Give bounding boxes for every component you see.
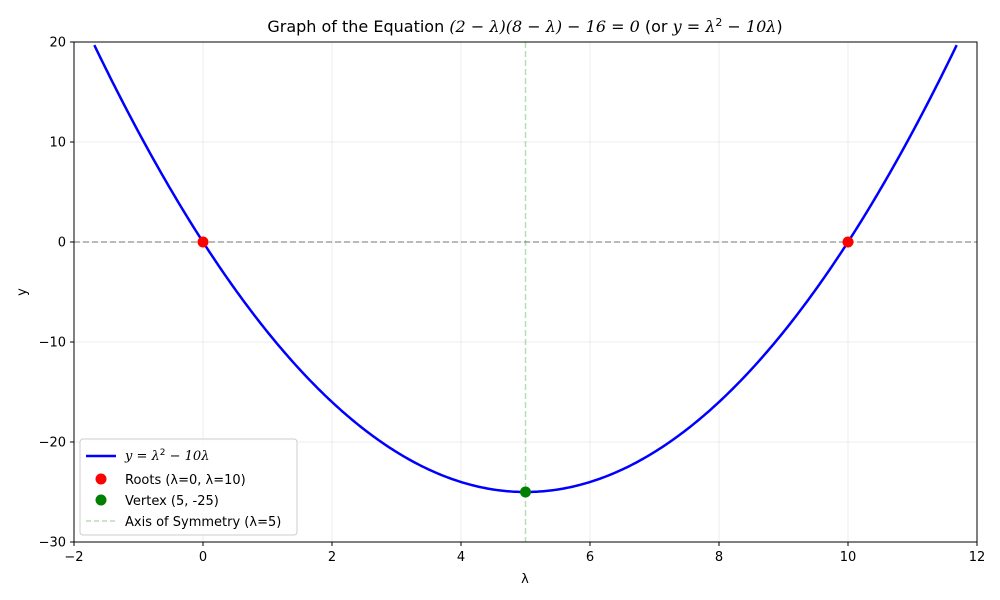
legend-label-vertex: Vertex (5, -25) — [125, 494, 219, 509]
y-tick-label: 10 — [49, 136, 66, 151]
plot-frame — [73, 41, 978, 543]
x-axis-label: λ — [521, 572, 529, 587]
y-axis-label: y — [15, 288, 30, 296]
legend-swatch-vertex — [95, 494, 107, 506]
x-tick-label: −2 — [64, 550, 83, 565]
y-tick-label: −10 — [39, 336, 66, 351]
y-tick-label: 0 — [58, 236, 66, 251]
x-tick-label: 8 — [715, 550, 723, 565]
legend-swatch-roots — [95, 473, 107, 485]
x-tick-label: 10 — [840, 550, 857, 565]
x-tick-label: 2 — [328, 550, 336, 565]
legend-label-curve: y = λ2 − 10λ — [124, 448, 209, 464]
x-tick-label: 12 — [969, 550, 986, 565]
legend-frame — [79, 438, 298, 536]
vertex-point — [520, 486, 531, 498]
legend-label-roots: Roots (λ=0, λ=10) — [125, 473, 246, 488]
x-tick-label: 0 — [199, 550, 207, 565]
y-tick-label: −30 — [39, 536, 66, 551]
root-point — [842, 236, 854, 248]
y-tick-label: 20 — [49, 36, 66, 51]
y-tick-label: −20 — [39, 436, 66, 451]
x-tick-label: 4 — [457, 550, 465, 565]
axes — [73, 41, 978, 543]
legend-label-axis: Axis of Symmetry (λ=5) — [125, 515, 281, 530]
root-point — [197, 236, 209, 248]
chart-title: Graph of the Equation (2 − λ)(8 − λ) − 1… — [267, 16, 782, 36]
series — [93, 42, 958, 542]
x-tick-label: 6 — [586, 550, 594, 565]
legend: y = λ2 − 10λ Roots (λ=0, λ=10) Vertex (5… — [79, 438, 298, 536]
